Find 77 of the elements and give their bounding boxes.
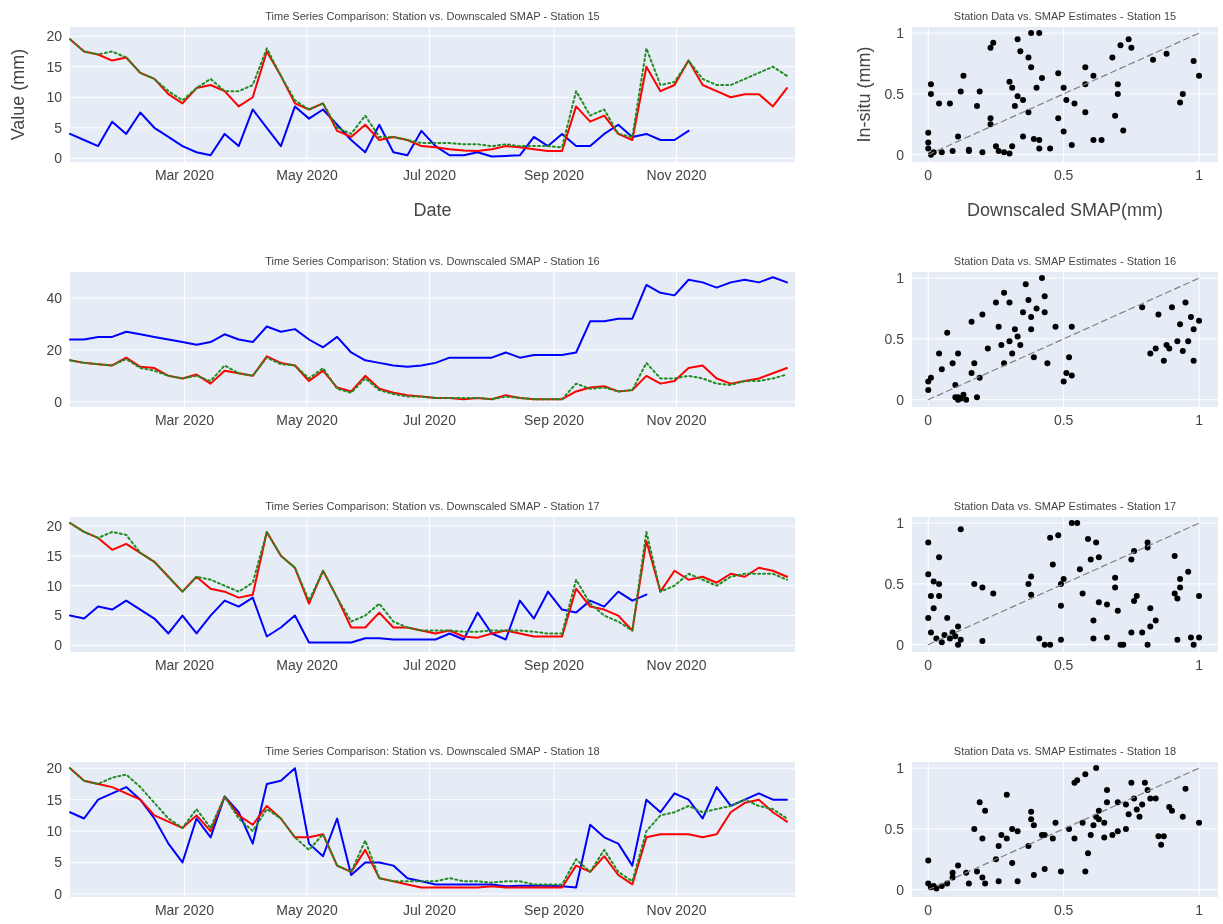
y-tick-label: 20 xyxy=(46,28,63,45)
x-tick-label: Nov 2020 xyxy=(646,167,707,183)
chart-title: Station Data vs. SMAP Estimates - Station 17 xyxy=(953,500,1177,512)
x-tick-label: 0.5 xyxy=(1053,167,1074,183)
y-tick-label: 5 xyxy=(54,119,63,136)
x-tick-label: 0 xyxy=(924,412,933,428)
y-axis-title: In-situ (mm) xyxy=(854,46,874,143)
y-tick-label: 0 xyxy=(896,146,905,163)
y-tick-label: 0 xyxy=(896,391,905,408)
x-axis-title: Date xyxy=(413,200,452,220)
y-tick-label: 0 xyxy=(54,393,63,410)
y-tick-label: 0 xyxy=(54,637,63,654)
y-tick-label: 10 xyxy=(46,822,63,839)
y-tick-label: 0.5 xyxy=(884,85,905,102)
chart-title: Time Series Comparison: Station vs. Downscaled SMAP - Station 17 xyxy=(265,500,600,512)
x-tick-label: Sep 2020 xyxy=(524,167,585,183)
x-tick-label: Jul 2020 xyxy=(403,167,457,183)
y-tick-label: 15 xyxy=(46,58,63,75)
line-series xyxy=(69,276,788,368)
x-tick-label: Mar 2020 xyxy=(154,167,215,183)
x-tick-label: Nov 2020 xyxy=(646,412,707,428)
y-tick-label: 20 xyxy=(46,341,63,358)
x-tick-label: 0.5 xyxy=(1053,412,1074,428)
x-tick-label: Jul 2020 xyxy=(403,412,457,428)
x-tick-label: Jul 2020 xyxy=(403,902,457,918)
x-tick-label: Sep 2020 xyxy=(524,657,585,673)
x-tick-label: May 2020 xyxy=(276,167,338,183)
y-tick-label: 15 xyxy=(46,547,63,564)
x-axis-title: Downscaled SMAP(mm) xyxy=(966,200,1164,220)
x-tick-label: May 2020 xyxy=(276,412,338,428)
y-tick-label: 1 xyxy=(896,269,905,286)
chart-title: Time Series Comparison: Station vs. Downscaled SMAP - Station 15 xyxy=(265,10,600,22)
y-tick-label: 0.5 xyxy=(884,820,905,837)
y-tick-label: 0 xyxy=(54,885,63,902)
y-tick-label: 40 xyxy=(46,289,63,306)
y-tick-label: 20 xyxy=(46,517,63,534)
x-tick-label: 0 xyxy=(924,657,933,673)
chart-title: Station Data vs. SMAP Estimates - Station 18 xyxy=(953,745,1177,757)
x-tick-label: Jul 2020 xyxy=(403,657,457,673)
y-tick-label: 0.5 xyxy=(884,330,905,347)
x-tick-label: Nov 2020 xyxy=(646,657,707,673)
y-tick-label: 0 xyxy=(54,150,63,167)
y-tick-label: 0 xyxy=(896,636,905,653)
x-tick-label: Sep 2020 xyxy=(524,412,585,428)
x-tick-label: Mar 2020 xyxy=(154,902,215,918)
y-tick-label: 15 xyxy=(46,791,63,808)
y-tick-label: 0.5 xyxy=(884,575,905,592)
chart-title: Station Data vs. SMAP Estimates - Station 15 xyxy=(953,10,1177,22)
x-tick-label: May 2020 xyxy=(276,657,338,673)
y-tick-label: 10 xyxy=(46,577,63,594)
x-tick-label: May 2020 xyxy=(276,902,338,918)
x-tick-label: 1 xyxy=(1195,167,1204,183)
y-tick-label: 1 xyxy=(896,514,905,531)
x-tick-label: Sep 2020 xyxy=(524,902,585,918)
x-tick-label: Mar 2020 xyxy=(154,412,215,428)
chart-title: Time Series Comparison: Station vs. Downscaled SMAP - Station 18 xyxy=(265,745,600,757)
y-tick-label: 10 xyxy=(46,89,63,106)
x-tick-label: 0 xyxy=(924,902,933,918)
x-tick-label: 0.5 xyxy=(1053,657,1074,673)
line-series xyxy=(69,590,648,644)
y-tick-label: 20 xyxy=(46,760,63,777)
y-tick-label: 1 xyxy=(896,759,905,776)
y-axis-title: Value (mm) xyxy=(8,48,28,141)
y-tick-label: 5 xyxy=(54,607,63,624)
x-tick-label: 0.5 xyxy=(1053,902,1074,918)
x-tick-label: Mar 2020 xyxy=(154,657,215,673)
x-tick-label: 1 xyxy=(1195,412,1204,428)
line-series xyxy=(69,105,690,158)
y-tick-label: 0 xyxy=(896,881,905,898)
y-tick-label: 1 xyxy=(896,24,905,41)
x-tick-label: 1 xyxy=(1195,657,1204,673)
x-tick-label: 0 xyxy=(924,167,933,183)
chart-title: Time Series Comparison: Station vs. Downscaled SMAP - Station 16 xyxy=(265,255,600,267)
chart-title: Station Data vs. SMAP Estimates - Station 16 xyxy=(953,255,1177,267)
x-tick-label: 1 xyxy=(1195,902,1204,918)
y-tick-label: 5 xyxy=(54,854,63,871)
x-tick-label: Nov 2020 xyxy=(646,902,707,918)
